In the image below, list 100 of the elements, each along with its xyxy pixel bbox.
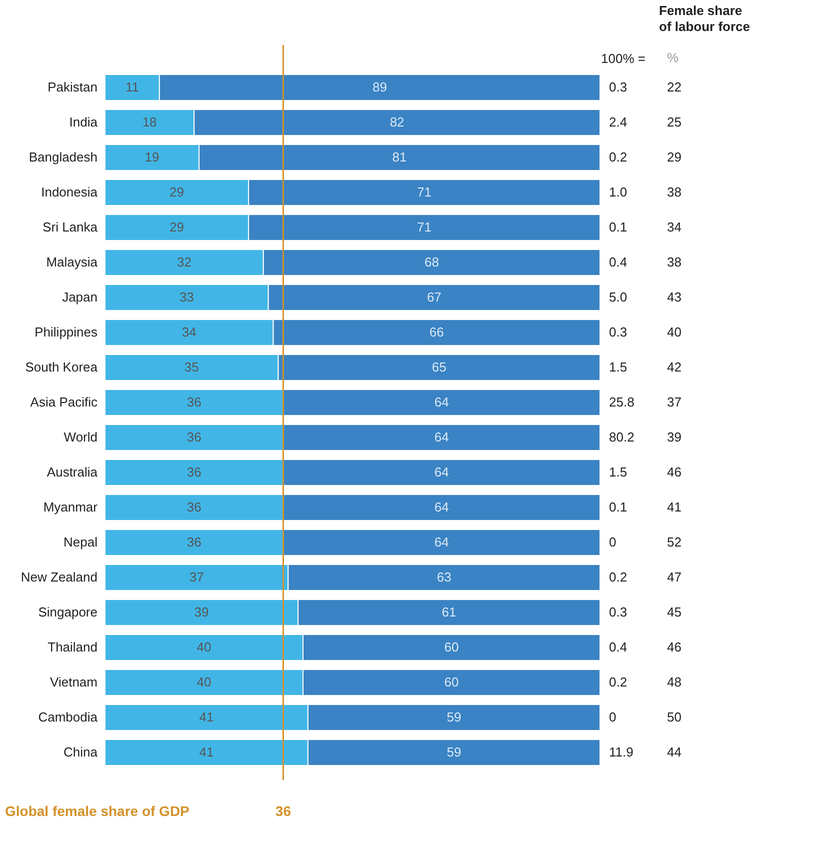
ref-line-label: 36 xyxy=(275,803,292,819)
text: 0.3 xyxy=(609,324,628,340)
text: % xyxy=(667,50,679,65)
data-label: 36 xyxy=(186,430,202,444)
data-label: 89 xyxy=(372,80,387,94)
data-label: 65 xyxy=(432,360,446,374)
y-tick-label: Bangladesh xyxy=(28,150,98,164)
y-tick-label: World xyxy=(64,430,98,444)
data-label: 36 xyxy=(186,500,202,514)
y-tick-label: Asia Pacific xyxy=(30,394,98,410)
y-tick-label: Vietnam xyxy=(50,674,98,690)
text: 41 xyxy=(667,500,682,514)
y-tick-label: India xyxy=(69,114,98,130)
text: 39 xyxy=(667,430,682,444)
text: 0.4 xyxy=(609,254,628,270)
y-tick-label: Malaysia xyxy=(46,254,98,270)
y-tick-label: Pakistan xyxy=(48,80,98,94)
data-label: 33 xyxy=(179,290,194,304)
y-tick-label: Singapore xyxy=(38,604,98,620)
text: 80.2 xyxy=(609,430,634,444)
data-label: 64 xyxy=(434,394,449,410)
text: 52 xyxy=(667,534,682,550)
text: 0.4 xyxy=(609,640,628,654)
data-label: 41 xyxy=(199,710,214,724)
y-tick-label: Cambodia xyxy=(38,710,98,724)
data-label: 60 xyxy=(444,640,459,654)
text: 48 xyxy=(667,674,682,690)
text: Female share of labour force xyxy=(659,3,750,34)
text: 0.1 xyxy=(609,220,628,234)
text: 0.3 xyxy=(609,604,628,620)
text: 44 xyxy=(667,744,682,760)
y-tick-label: China xyxy=(64,744,98,760)
data-label: 36 xyxy=(186,464,202,480)
text: 25.8 xyxy=(609,394,634,410)
data-label: 11 xyxy=(125,80,139,94)
data-label: 37 xyxy=(189,570,204,584)
text: 42 xyxy=(667,360,682,374)
y-tick-label: South Korea xyxy=(25,360,98,374)
data-label: 71 xyxy=(417,220,432,234)
text: 0.3 xyxy=(609,80,628,94)
y-tick-label: Sri Lanka xyxy=(42,220,98,234)
text: 40 xyxy=(667,324,682,340)
y-tick-label: Australia xyxy=(46,464,98,480)
y-tick-label: Nepal xyxy=(64,534,98,550)
text: 0.2 xyxy=(609,570,628,584)
text: 2.4 xyxy=(609,114,628,130)
text: 38 xyxy=(667,184,682,200)
text: 1.0 xyxy=(609,184,628,200)
data-label: 63 xyxy=(436,570,452,584)
text: 34 xyxy=(667,220,682,234)
text: 1.5 xyxy=(609,464,628,480)
data-label: 29 xyxy=(170,220,184,234)
y-tick-label: Philippines xyxy=(34,324,98,340)
data-label: 64 xyxy=(434,430,449,444)
text: 0.2 xyxy=(609,674,628,690)
data-label: 34 xyxy=(182,324,196,340)
data-label: 41 xyxy=(199,744,214,760)
text: 46 xyxy=(667,640,682,654)
data-label: 71 xyxy=(417,184,432,200)
text: 38 xyxy=(667,254,682,270)
data-label: 81 xyxy=(392,150,407,164)
data-label: 32 xyxy=(176,254,192,270)
text: 22 xyxy=(667,80,682,94)
y-tick-label: New Zealand xyxy=(20,570,98,584)
text: 5.0 xyxy=(609,290,628,304)
data-label: 59 xyxy=(446,710,462,724)
text: 0 xyxy=(609,710,616,724)
text: 1.5 xyxy=(609,360,628,374)
data-label: 66 xyxy=(429,324,444,340)
data-label: 35 xyxy=(184,360,199,374)
text: 100% = xyxy=(601,51,646,66)
data-label: 60 xyxy=(444,674,459,690)
data-label: 68 xyxy=(424,254,439,270)
data-label: 64 xyxy=(434,534,449,550)
y-tick-label: Indonesia xyxy=(41,184,98,200)
text: 46 xyxy=(667,464,682,480)
data-label: 29 xyxy=(170,184,184,200)
text: 37 xyxy=(667,394,682,410)
data-label: 18 xyxy=(142,114,157,130)
text: 25 xyxy=(667,114,682,130)
text: 29 xyxy=(667,150,682,164)
text: 43 xyxy=(667,290,682,304)
data-label: 40 xyxy=(196,640,212,654)
y-tick-label: Japan xyxy=(62,290,98,304)
data-label: 64 xyxy=(434,464,449,480)
data-label: 67 xyxy=(426,290,442,304)
data-label: 82 xyxy=(390,114,404,130)
text: 50 xyxy=(667,710,682,724)
data-label: 64 xyxy=(434,500,449,514)
text: 0.2 xyxy=(609,150,628,164)
text: 47 xyxy=(667,570,682,584)
data-label: 39 xyxy=(194,604,209,620)
data-label: 40 xyxy=(196,674,212,690)
data-label: 36 xyxy=(186,394,202,410)
text: 0 xyxy=(609,534,616,550)
y-tick-label: Myanmar xyxy=(43,500,98,514)
y-tick-label: Thailand xyxy=(48,640,98,654)
data-label: 36 xyxy=(186,534,202,550)
text: 45 xyxy=(667,604,682,620)
text: Global female share of GDP xyxy=(5,803,190,819)
